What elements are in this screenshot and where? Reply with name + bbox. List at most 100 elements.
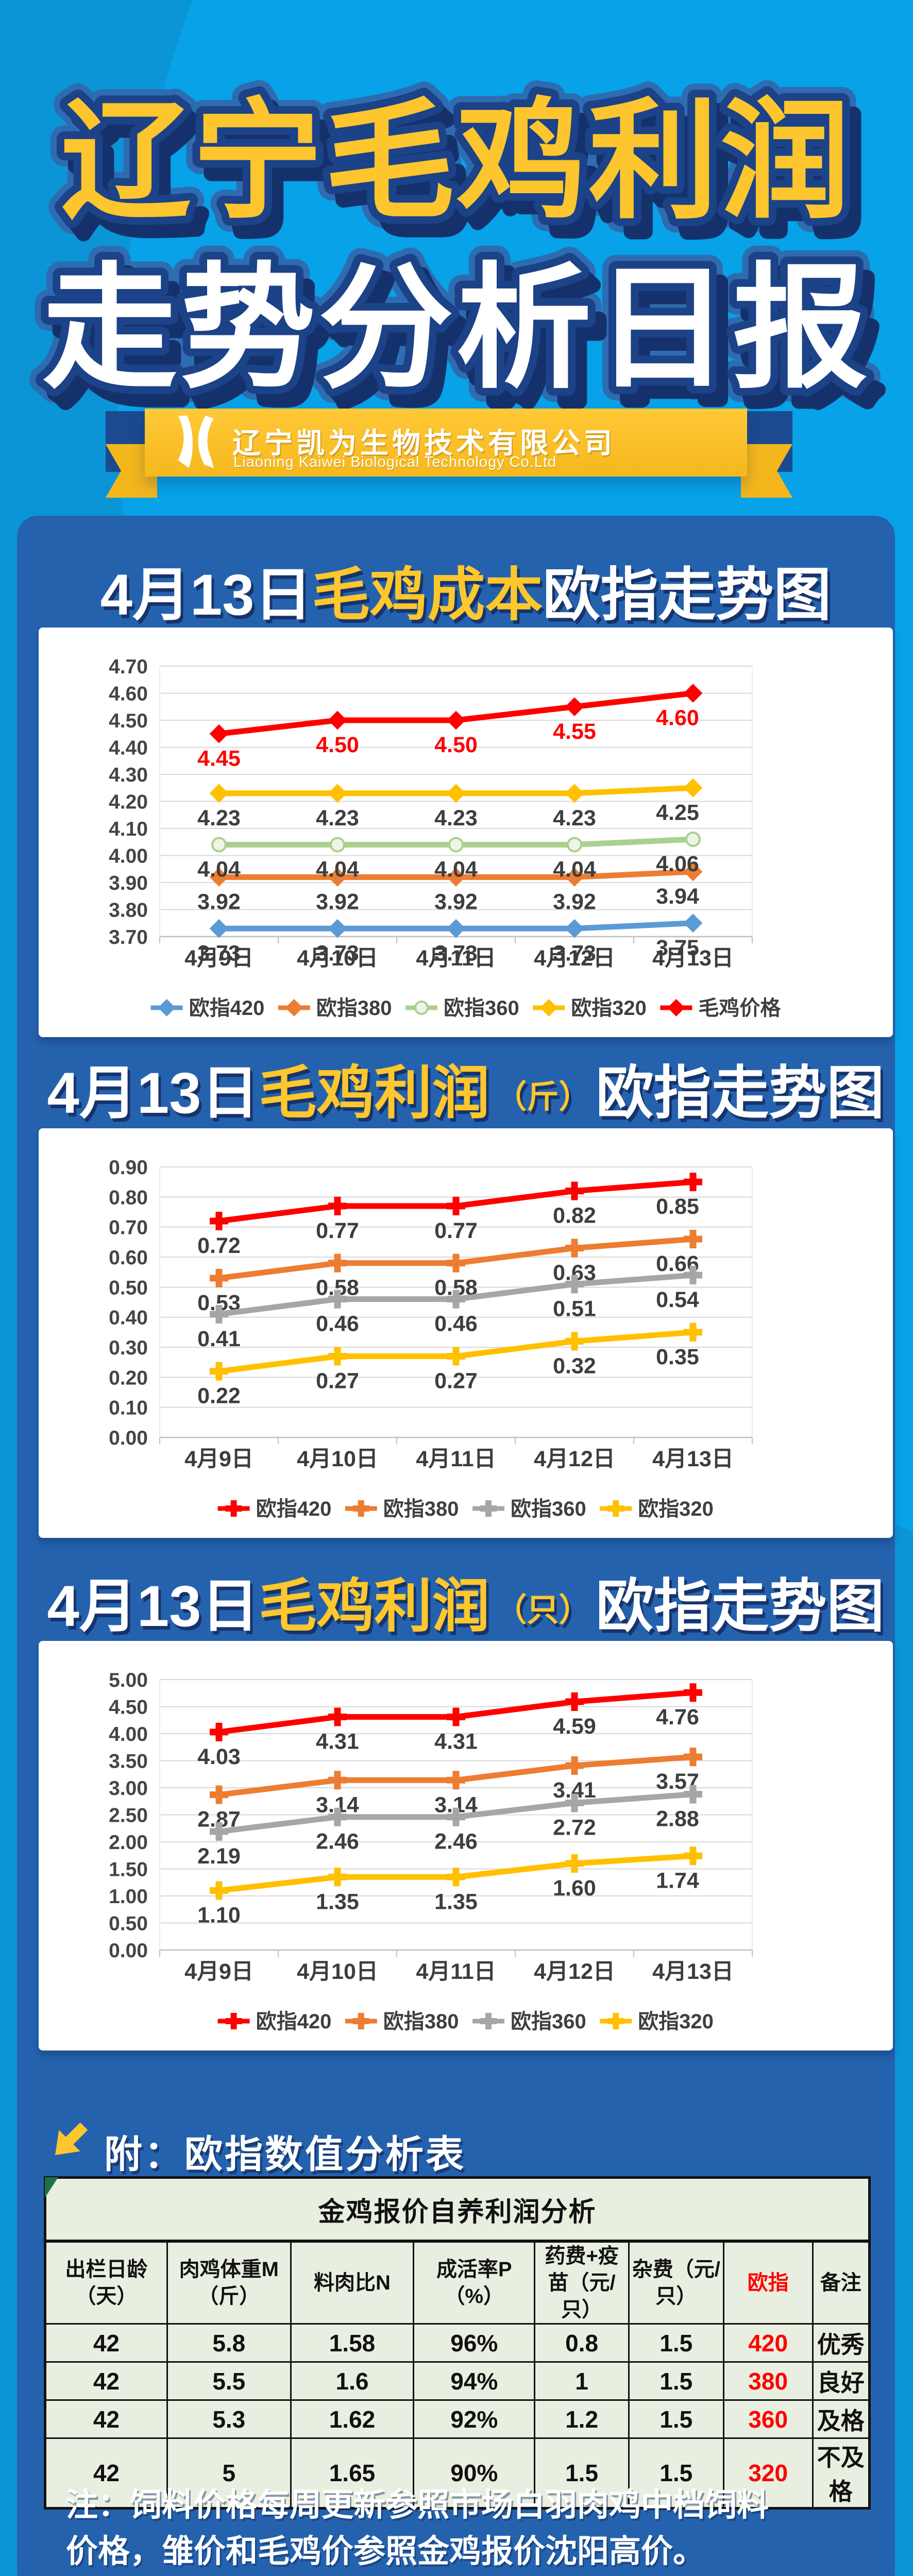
svg-text:4月12日: 4月12日 bbox=[534, 1447, 615, 1471]
table-header-cell: 药费+疫苗（元/只） bbox=[534, 2240, 630, 2325]
svg-text:1.74: 1.74 bbox=[656, 1868, 699, 1893]
table-title-row: 金鸡报价自养利润分析 bbox=[44, 2177, 870, 2243]
series-欧指360: 2.19 2.46 2.46 2.72 2.88 bbox=[197, 1785, 702, 1869]
svg-text:5.00: 5.00 bbox=[109, 1669, 148, 1691]
table-cell: 1.58 bbox=[290, 2323, 415, 2363]
svg-text:1.35: 1.35 bbox=[434, 1889, 478, 1914]
svg-text:4.23: 4.23 bbox=[553, 806, 596, 831]
svg-text:4.23: 4.23 bbox=[197, 806, 241, 831]
series-欧指320: 4.23 4.23 4.23 4.23 4.25 bbox=[197, 778, 703, 831]
chart2-title-suffix: 欧指走势图 bbox=[596, 1061, 885, 1125]
svg-text:辽宁毛鸡利润: 辽宁毛鸡利润 bbox=[61, 89, 852, 234]
svg-text:3.92: 3.92 bbox=[553, 890, 596, 914]
footnote-text: 注：饲料价格每周更新参照市场白羽肉鸡中档饲料 价格，雏价和毛鸡价参照金鸡报价沈阳… bbox=[66, 2487, 769, 2569]
chart2-title-subject: 毛鸡利润 bbox=[259, 1061, 490, 1125]
svg-text:0.51: 0.51 bbox=[553, 1297, 596, 1321]
svg-text:3.92: 3.92 bbox=[434, 890, 478, 914]
series-欧指420: 0.72 0.77 0.77 0.82 0.85 bbox=[197, 1173, 702, 1258]
chart1-title-date: 4月13日 bbox=[100, 563, 312, 627]
jin-table: 金鸡报价自养利润分析 出栏日龄（天） 肉鸡体重M（斤） 料肉比N 成活率P（%） 药费+… bbox=[44, 2176, 871, 2510]
svg-text:4月11日: 4月11日 bbox=[416, 1959, 496, 1984]
table-header-row: 出栏日龄（天） 肉鸡体重M（斤） 料肉比N 成活率P（%） 药费+疫苗（元/只） 杂费（元… bbox=[44, 2240, 871, 2325]
table-title: 金鸡报价自养利润分析 bbox=[44, 2177, 870, 2243]
chart1-section-title: 4月13日毛鸡成本欧指走势图 bbox=[39, 564, 893, 626]
cost-trend-chart: 4.70 4.60 4.50 4.40 4.30 4.20 4.10 4.00 3.90 3.80… bbox=[109, 656, 781, 1020]
arrow-down-right-icon bbox=[55, 2122, 88, 2155]
table-cell: 420 bbox=[722, 2323, 814, 2363]
table-header-cell: 肉鸡体重M（斤） bbox=[166, 2240, 292, 2325]
appendix-heading: 附：欧指数值分析表 bbox=[104, 2133, 466, 2176]
svg-text:0.80: 0.80 bbox=[109, 1187, 148, 1209]
svg-text:4.45: 4.45 bbox=[197, 746, 241, 771]
table-cell: 5.8 bbox=[166, 2323, 292, 2363]
chart3-title-suffix: 欧指走势图 bbox=[596, 1574, 885, 1638]
svg-text:3.73: 3.73 bbox=[316, 941, 359, 965]
svg-text:3.90: 3.90 bbox=[109, 872, 148, 894]
table-cell: 1.5 bbox=[534, 2437, 630, 2509]
series-欧指320: 1.10 1.35 1.35 1.60 1.74 bbox=[197, 1846, 702, 1928]
svg-text:4月10日: 4月10日 bbox=[297, 1959, 378, 1984]
svg-text:0.22: 0.22 bbox=[197, 1384, 241, 1409]
svg-text:欧指320: 欧指320 bbox=[571, 997, 647, 1020]
svg-text:4.50: 4.50 bbox=[434, 733, 478, 757]
svg-text:4.55: 4.55 bbox=[553, 719, 596, 744]
svg-text:走势分析日报: 走势分析日报 bbox=[54, 266, 882, 417]
table-cell: 42 bbox=[44, 2361, 168, 2401]
svg-text:4.40: 4.40 bbox=[109, 737, 148, 759]
chart2-title-date: 4月13日 bbox=[47, 1061, 259, 1125]
table-cell: 42 bbox=[44, 2399, 168, 2439]
svg-text:辽宁毛鸡利润: 辽宁毛鸡利润 bbox=[61, 89, 852, 234]
table-cell: 360 bbox=[722, 2399, 814, 2439]
svg-text:2.46: 2.46 bbox=[434, 1829, 478, 1854]
svg-text:4.00: 4.00 bbox=[109, 845, 148, 868]
svg-text:4.06: 4.06 bbox=[656, 852, 699, 876]
svg-text:4月9日: 4月9日 bbox=[184, 1447, 253, 1471]
svg-text:0.50: 0.50 bbox=[109, 1277, 148, 1299]
svg-text:0.54: 0.54 bbox=[656, 1287, 699, 1312]
chart1-title-subject: 毛鸡成本 bbox=[312, 563, 543, 627]
svg-text:4.04: 4.04 bbox=[197, 857, 241, 882]
svg-text:走势分析日报: 走势分析日报 bbox=[42, 253, 871, 404]
series-欧指380: 3.92 3.92 3.92 3.92 3.94 bbox=[197, 862, 703, 914]
svg-text:欧指420: 欧指420 bbox=[256, 2010, 332, 2033]
svg-text:3.50: 3.50 bbox=[109, 1751, 148, 1773]
svg-text:欧指420: 欧指420 bbox=[189, 997, 265, 1020]
legend-item-欧指360: 欧指360 bbox=[472, 2010, 586, 2033]
svg-text:4月9日: 4月9日 bbox=[184, 1959, 253, 1984]
table-cell: 1 bbox=[534, 2361, 630, 2401]
svg-text:4.04: 4.04 bbox=[434, 857, 478, 882]
svg-text:1.00: 1.00 bbox=[109, 1886, 148, 1908]
table-cell: 96% bbox=[413, 2323, 536, 2363]
svg-text:欧指360: 欧指360 bbox=[511, 2010, 586, 2033]
svg-text:4.60: 4.60 bbox=[109, 683, 148, 705]
svg-text:0.10: 0.10 bbox=[109, 1397, 148, 1419]
legend-item-欧指380: 欧指380 bbox=[345, 2010, 459, 2033]
svg-text:4月13日: 4月13日 bbox=[652, 946, 734, 971]
table-cell: 0.8 bbox=[534, 2323, 630, 2363]
svg-text:4.50: 4.50 bbox=[109, 710, 148, 732]
chart3-card: 5.00 4.50 4.00 3.50 3.00 2.50 2.00 1.50 1.00 0.50… bbox=[39, 1641, 893, 2050]
table-cell: 5.3 bbox=[166, 2399, 292, 2439]
chart3-section-title: 4月13日毛鸡利润 （只）欧指走势图 bbox=[39, 1575, 893, 1638]
svg-text:3.70: 3.70 bbox=[109, 926, 148, 948]
table-cell: 优秀 bbox=[811, 2323, 871, 2363]
chart2-card: 0.90 0.80 0.70 0.60 0.50 0.40 0.30 0.20 0.10 0.00… bbox=[39, 1128, 893, 1538]
series-欧指420: 4.03 4.31 4.31 4.59 4.76 bbox=[197, 1683, 702, 1769]
svg-text:4月13日: 4月13日 bbox=[652, 1447, 734, 1471]
table-cell: 320 bbox=[722, 2437, 814, 2509]
table-row: 42 5.3 1.62 92% 1.2 1.5 360 及格 bbox=[44, 2399, 871, 2439]
table-cell: 92% bbox=[413, 2399, 536, 2439]
table-cell: 94% bbox=[413, 2361, 536, 2401]
svg-text:3.75: 3.75 bbox=[656, 936, 699, 960]
legend-item-欧指420: 欧指420 bbox=[150, 997, 265, 1020]
svg-text:0.27: 0.27 bbox=[434, 1369, 478, 1394]
svg-text:2.72: 2.72 bbox=[553, 1815, 596, 1840]
svg-text:2.88: 2.88 bbox=[656, 1807, 699, 1832]
svg-text:1.50: 1.50 bbox=[109, 1859, 148, 1881]
table-cell: 1.2 bbox=[534, 2399, 630, 2439]
series-欧指320: 0.22 0.27 0.27 0.32 0.35 bbox=[197, 1323, 702, 1409]
svg-text:毛鸡价格: 毛鸡价格 bbox=[698, 997, 781, 1020]
svg-text:4月9日: 4月9日 bbox=[184, 946, 253, 971]
svg-text:欧指420: 欧指420 bbox=[256, 1498, 332, 1520]
svg-text:辽宁毛鸡利润: 辽宁毛鸡利润 bbox=[72, 103, 864, 247]
